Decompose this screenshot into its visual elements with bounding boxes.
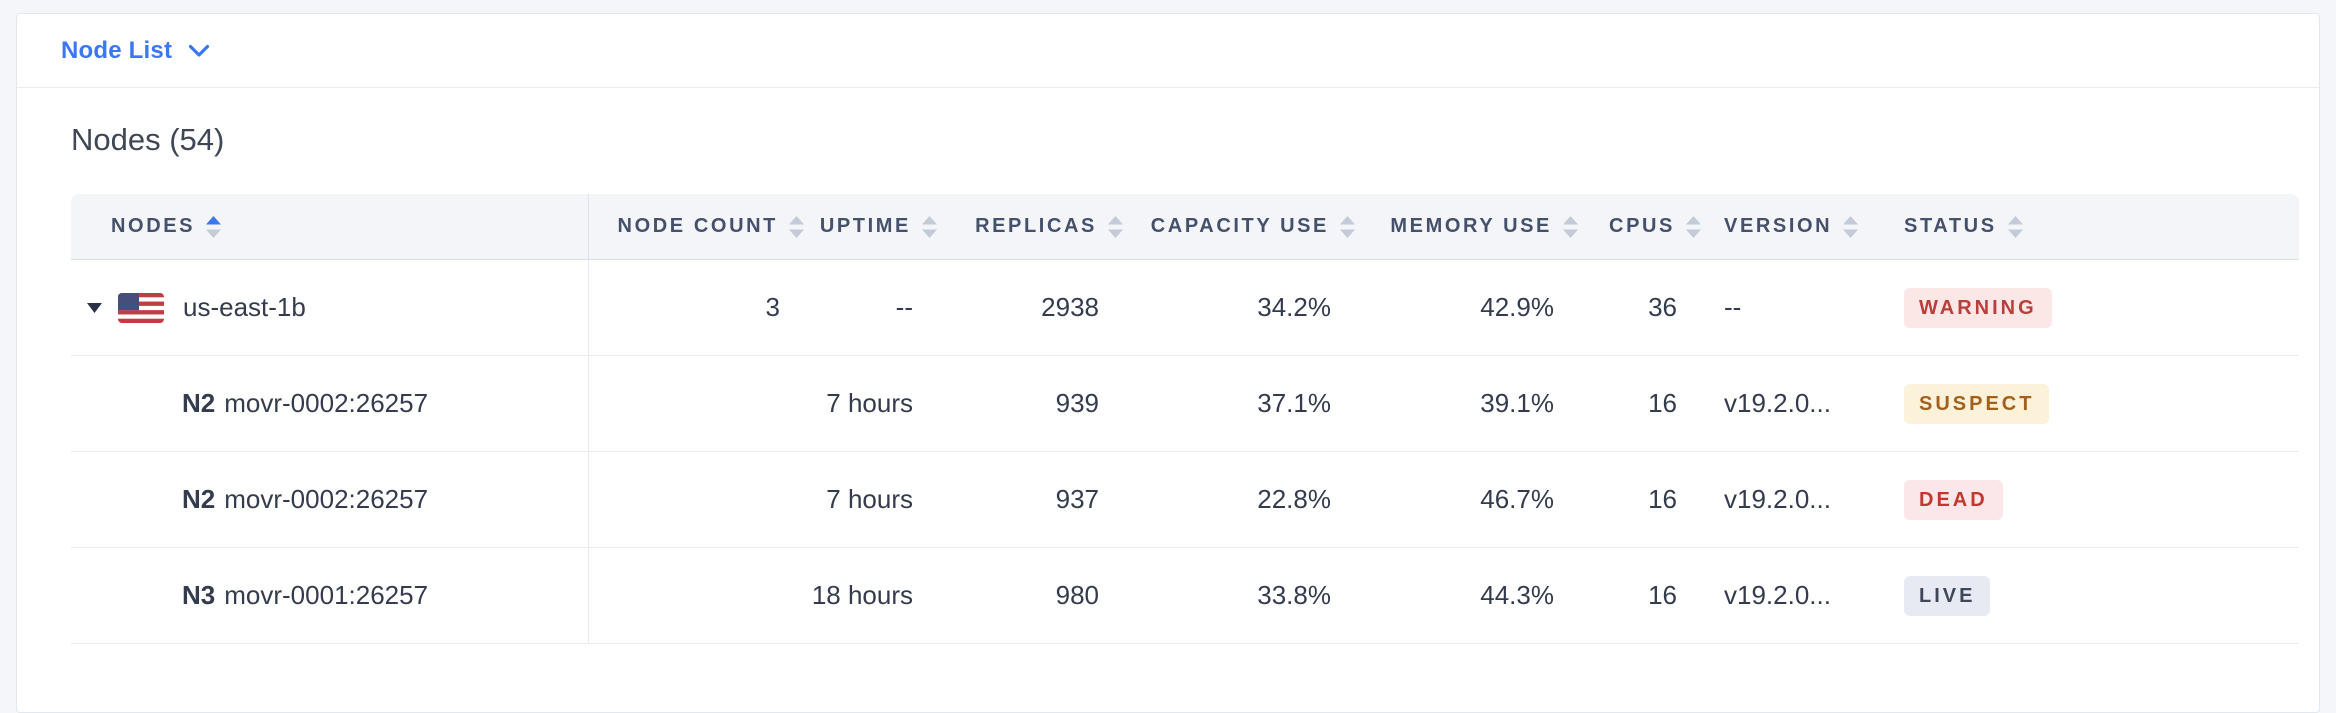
cell-uptime: -- [895, 292, 913, 322]
column-header-status[interactable]: STATUS [1881, 194, 2299, 259]
cell-uptime: 18 hours [811, 580, 913, 610]
column-header-label: STATUS [1904, 215, 1997, 237]
cell-status: DEAD [1881, 452, 2299, 547]
card-header: Node List [17, 14, 2319, 88]
column-header-label: CAPACITY USE [1150, 215, 1329, 237]
cell-node-count: 3 [765, 292, 780, 322]
cell-name: us-east-1b [71, 260, 589, 355]
sort-icon [1563, 215, 1578, 238]
cell-replicas: 939 [1055, 388, 1099, 418]
cell-replicas: 937 [1055, 484, 1099, 514]
node-list-card: Node List Nodes (54) NODES NODE COUNT UPTI… [16, 13, 2320, 713]
us-flag-icon [118, 292, 164, 323]
cell-node-count [589, 548, 804, 643]
cell-memory-use: 46.7% [1480, 484, 1554, 514]
sort-icon [2007, 215, 2023, 238]
status-badge: SUSPECT [1904, 383, 2050, 424]
node-list-dropdown-label: Node List [61, 36, 173, 64]
node-id-label: N2 [182, 388, 216, 418]
region-name-label: us-east-1b [183, 292, 306, 322]
cell-replicas: 2938 [1041, 292, 1099, 322]
status-badge: WARNING [1904, 287, 2052, 328]
cell-status: LIVE [1881, 548, 2299, 643]
column-header-version[interactable]: VERSION [1701, 194, 1881, 259]
column-header-capacity_use[interactable]: CAPACITY USE [1123, 194, 1355, 259]
cell-name: N2 movr-0002:26257 [71, 356, 589, 451]
cell-version: -- [1724, 292, 1742, 322]
column-header-label: MEMORY USE [1390, 215, 1552, 237]
table-row-node[interactable]: N2 movr-0002:26257 7 hours 937 22.8% 46.7% 16 v… [71, 452, 2299, 548]
node-list-dropdown[interactable]: Node List [61, 37, 210, 65]
column-header-label: UPTIME [819, 215, 911, 237]
table-row-node[interactable]: N2 movr-0002:26257 7 hours 939 37.1% 39.1% 16 v… [71, 356, 2299, 452]
column-header-memory_use[interactable]: MEMORY USE [1355, 194, 1578, 259]
column-header-uptime[interactable]: UPTIME [804, 194, 937, 259]
sort-icon [789, 215, 804, 238]
cell-status: SUSPECT [1881, 356, 2299, 451]
node-address-label: movr-0002:26257 [224, 388, 429, 418]
cell-capacity-use: 22.8% [1257, 484, 1331, 514]
cell-version: v19.2.0... [1724, 484, 1831, 514]
page-title: Nodes (54) [71, 122, 225, 157]
node-id-label: N3 [182, 580, 216, 610]
sort-icon [1843, 215, 1859, 238]
cell-version: v19.2.0... [1724, 580, 1831, 610]
cell-node-count [589, 452, 804, 547]
node-address-label: movr-0001:26257 [224, 580, 429, 610]
column-header-cpus[interactable]: CPUS [1578, 194, 1701, 259]
cell-uptime: 7 hours [826, 484, 913, 514]
column-header-replicas[interactable]: REPLICAS [937, 194, 1123, 259]
status-badge: LIVE [1904, 575, 1991, 616]
sort-icon [206, 215, 222, 238]
column-header-label: CPUS [1609, 215, 1675, 237]
cell-memory-use: 42.9% [1480, 292, 1554, 322]
collapse-toggle-icon[interactable] [86, 302, 103, 314]
table-row-region: us-east-1b 3 -- 2938 34.2% 42.9% 36 -- WARNING [71, 260, 2299, 356]
sort-icon [1340, 215, 1355, 238]
cell-cpus: 16 [1648, 580, 1677, 610]
cell-memory-use: 44.3% [1480, 580, 1554, 610]
table-body: us-east-1b 3 -- 2938 34.2% 42.9% 36 -- WARNING N2… [71, 260, 2299, 644]
node-id-label: N2 [182, 484, 216, 514]
sort-icon [922, 215, 937, 238]
sort-icon [1108, 215, 1123, 238]
cell-status: WARNING [1881, 260, 2299, 355]
cell-capacity-use: 33.8% [1257, 580, 1331, 610]
cell-uptime: 7 hours [826, 388, 913, 418]
cell-memory-use: 39.1% [1480, 388, 1554, 418]
column-header-node_count[interactable]: NODE COUNT [589, 194, 804, 259]
cell-cpus: 16 [1648, 484, 1677, 514]
cell-cpus: 16 [1648, 388, 1677, 418]
column-header-label: VERSION [1724, 215, 1833, 237]
card-body: Nodes (54) NODES NODE COUNT UPTIME REPLICAS… [17, 88, 2319, 644]
column-header-name[interactable]: NODES [71, 194, 589, 259]
cell-capacity-use: 34.2% [1257, 292, 1331, 322]
cell-replicas: 980 [1055, 580, 1099, 610]
column-header-label: NODES [111, 215, 196, 237]
cell-capacity-use: 37.1% [1257, 388, 1331, 418]
cell-cpus: 36 [1648, 292, 1677, 322]
nodes-table: NODES NODE COUNT UPTIME REPLICAS CAPACITY US… [71, 194, 2299, 644]
cell-version: v19.2.0... [1724, 388, 1831, 418]
cell-name: N2 movr-0002:26257 [71, 452, 589, 547]
status-badge: DEAD [1904, 479, 2003, 520]
table-header-row: NODES NODE COUNT UPTIME REPLICAS CAPACITY US… [71, 194, 2299, 260]
node-address-label: movr-0002:26257 [224, 484, 429, 514]
cell-node-count [589, 356, 804, 451]
column-header-label: NODE COUNT [617, 215, 778, 237]
sort-icon [1686, 215, 1701, 238]
table-row-node[interactable]: N3 movr-0001:26257 18 hours 980 33.8% 44.3% 16… [71, 548, 2299, 644]
column-header-label: REPLICAS [975, 215, 1097, 237]
chevron-down-icon [188, 44, 210, 58]
cell-name: N3 movr-0001:26257 [71, 548, 589, 643]
